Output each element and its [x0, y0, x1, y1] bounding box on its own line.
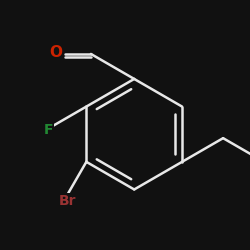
Text: O: O: [49, 45, 62, 60]
Text: F: F: [44, 123, 53, 137]
Text: Br: Br: [59, 194, 77, 208]
